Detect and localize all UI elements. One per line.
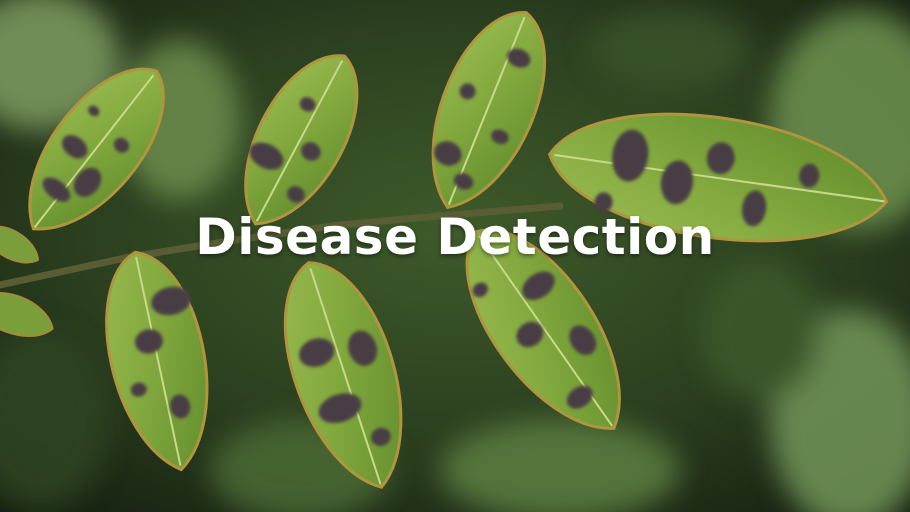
- banner-title: Disease Detection: [195, 208, 715, 266]
